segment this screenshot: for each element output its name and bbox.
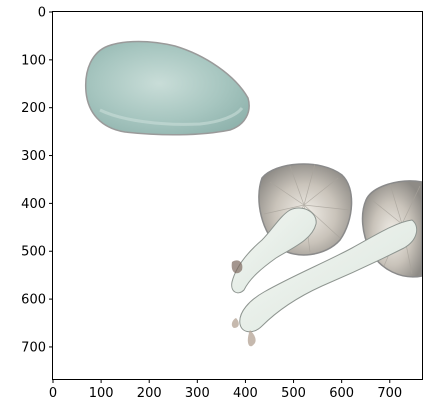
y-tick-label: 0 (38, 6, 46, 21)
y-tick-label: 600 (21, 293, 46, 308)
stem-left (231, 207, 317, 294)
y-axis: 0 100 200 300 400 500 600 700 (21, 6, 53, 355)
x-tick-label: 700 (377, 386, 402, 401)
x-tick-label: 300 (185, 386, 210, 401)
y-tick-label: 400 (21, 197, 46, 212)
y-tick-label: 500 (21, 245, 46, 260)
x-axis: 0 100 200 300 400 500 600 700 (49, 379, 402, 401)
y-tick-label: 100 (21, 53, 46, 68)
y-tick-label: 700 (21, 340, 46, 355)
x-tick-label: 100 (89, 386, 114, 401)
stem-right (239, 219, 418, 333)
y-tick-label: 300 (21, 149, 46, 164)
x-tick-label: 400 (233, 386, 258, 401)
x-tick-label: 0 (49, 386, 57, 401)
y-tick-label: 200 (21, 101, 46, 116)
x-tick-label: 500 (281, 386, 306, 401)
cap-top-view (84, 40, 250, 136)
x-tick-label: 200 (137, 386, 162, 401)
axes-frame (52, 11, 423, 380)
mushroom-photo (84, 40, 423, 347)
x-tick-label: 600 (329, 386, 354, 401)
